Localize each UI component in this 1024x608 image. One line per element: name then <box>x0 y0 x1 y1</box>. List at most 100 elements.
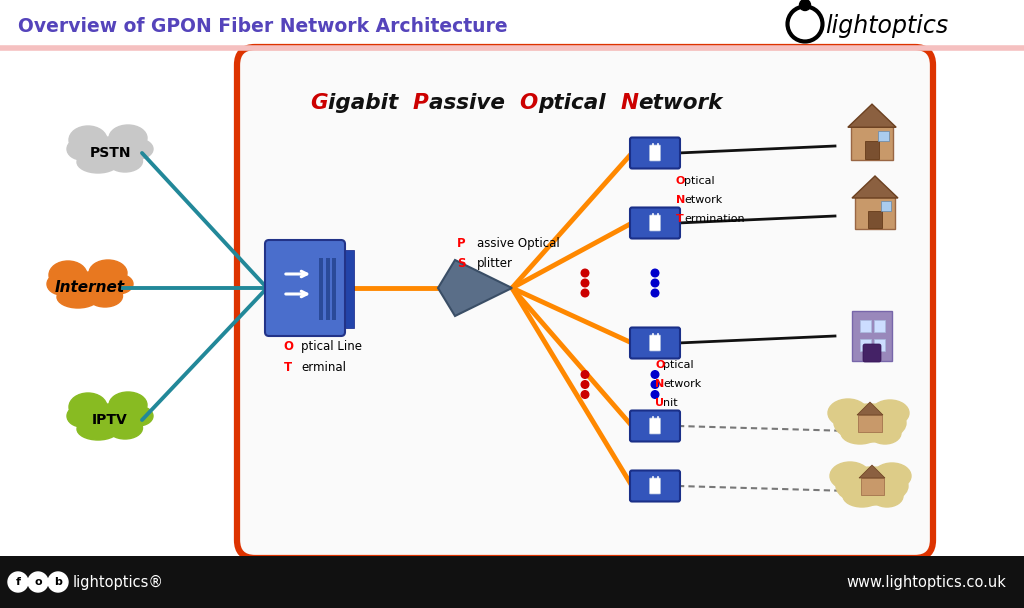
Ellipse shape <box>123 406 153 426</box>
Circle shape <box>28 572 48 592</box>
Circle shape <box>582 269 589 277</box>
Text: o: o <box>34 577 42 587</box>
FancyBboxPatch shape <box>868 212 882 229</box>
Ellipse shape <box>87 285 123 307</box>
FancyBboxPatch shape <box>630 207 680 238</box>
Text: O: O <box>519 93 538 113</box>
Ellipse shape <box>67 405 97 427</box>
FancyBboxPatch shape <box>337 250 354 328</box>
Circle shape <box>8 572 28 592</box>
Text: N: N <box>676 195 685 205</box>
Ellipse shape <box>836 467 908 505</box>
FancyBboxPatch shape <box>237 47 933 558</box>
Circle shape <box>582 391 589 398</box>
Ellipse shape <box>77 418 119 440</box>
Text: ptical: ptical <box>684 176 715 186</box>
FancyBboxPatch shape <box>649 215 660 231</box>
FancyBboxPatch shape <box>649 335 660 351</box>
Circle shape <box>651 289 658 297</box>
Bar <box>0 556 1024 608</box>
FancyBboxPatch shape <box>859 319 870 333</box>
Text: N: N <box>655 379 665 389</box>
Bar <box>319 258 323 320</box>
FancyBboxPatch shape <box>873 319 885 333</box>
Text: ermination: ermination <box>684 214 744 224</box>
Polygon shape <box>848 104 896 127</box>
Text: PSTN: PSTN <box>89 146 131 160</box>
Ellipse shape <box>873 463 911 489</box>
Circle shape <box>651 371 658 378</box>
Text: O: O <box>676 176 685 186</box>
Bar <box>332 258 336 320</box>
Text: Overview of GPON Fiber Network Architecture: Overview of GPON Fiber Network Architect… <box>18 16 508 35</box>
Text: ptical: ptical <box>663 360 693 370</box>
Ellipse shape <box>69 393 106 421</box>
FancyBboxPatch shape <box>865 142 879 159</box>
Ellipse shape <box>841 422 879 444</box>
Text: etwork: etwork <box>639 93 723 113</box>
Ellipse shape <box>57 286 99 308</box>
Ellipse shape <box>123 139 153 159</box>
FancyBboxPatch shape <box>858 415 882 432</box>
Ellipse shape <box>103 274 133 294</box>
Circle shape <box>582 381 589 389</box>
Ellipse shape <box>109 392 147 418</box>
FancyBboxPatch shape <box>855 197 895 229</box>
Ellipse shape <box>47 273 77 295</box>
Text: P: P <box>413 93 429 113</box>
Ellipse shape <box>828 399 868 427</box>
Text: igabit: igabit <box>328 93 413 113</box>
Ellipse shape <box>61 272 119 304</box>
Ellipse shape <box>81 404 139 436</box>
Ellipse shape <box>830 462 870 490</box>
Text: etwork: etwork <box>684 195 722 205</box>
Text: Internet: Internet <box>55 280 125 295</box>
FancyBboxPatch shape <box>873 339 885 351</box>
FancyBboxPatch shape <box>630 471 680 502</box>
Text: plitter: plitter <box>477 257 513 270</box>
Ellipse shape <box>108 417 142 439</box>
FancyBboxPatch shape <box>265 240 345 336</box>
Text: nit: nit <box>663 398 678 408</box>
FancyBboxPatch shape <box>878 131 889 142</box>
FancyBboxPatch shape <box>649 478 660 494</box>
FancyBboxPatch shape <box>630 328 680 359</box>
Text: b: b <box>54 577 61 587</box>
Ellipse shape <box>834 404 906 442</box>
Text: O: O <box>655 360 665 370</box>
Text: G: G <box>310 93 328 113</box>
Polygon shape <box>438 260 512 316</box>
Polygon shape <box>852 176 898 198</box>
Ellipse shape <box>89 260 127 286</box>
Ellipse shape <box>49 261 87 289</box>
Ellipse shape <box>869 422 901 444</box>
Ellipse shape <box>81 137 139 169</box>
Ellipse shape <box>77 151 119 173</box>
Circle shape <box>651 391 658 398</box>
Ellipse shape <box>108 150 142 172</box>
Text: www.lightoptics.co.uk: www.lightoptics.co.uk <box>846 575 1006 590</box>
Text: ptical: ptical <box>538 93 621 113</box>
Text: T: T <box>284 361 292 374</box>
FancyBboxPatch shape <box>630 137 680 168</box>
Text: etwork: etwork <box>663 379 701 389</box>
Circle shape <box>651 269 658 277</box>
Circle shape <box>651 381 658 389</box>
Text: S: S <box>457 257 466 270</box>
Polygon shape <box>857 402 883 415</box>
FancyBboxPatch shape <box>863 344 881 362</box>
FancyBboxPatch shape <box>851 126 893 160</box>
Text: lightoptics®: lightoptics® <box>73 575 164 590</box>
Text: O: O <box>284 340 294 353</box>
FancyBboxPatch shape <box>649 145 660 161</box>
Bar <box>326 258 330 320</box>
Text: N: N <box>621 93 639 113</box>
Text: erminal: erminal <box>301 361 346 374</box>
Ellipse shape <box>871 485 903 507</box>
Polygon shape <box>859 465 885 478</box>
Ellipse shape <box>843 485 881 507</box>
FancyBboxPatch shape <box>649 418 660 434</box>
Ellipse shape <box>871 400 909 426</box>
Circle shape <box>582 289 589 297</box>
Circle shape <box>651 279 658 287</box>
